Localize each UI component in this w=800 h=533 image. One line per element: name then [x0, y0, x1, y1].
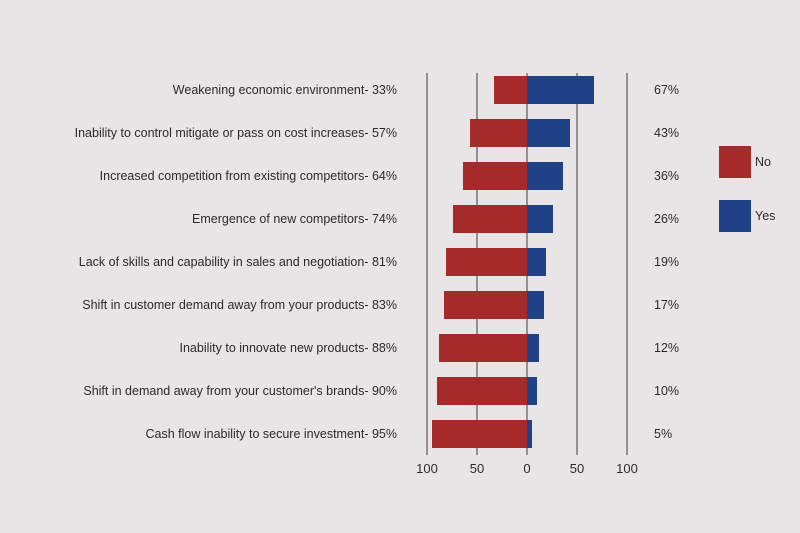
bars — [432, 76, 594, 448]
x-tick-label-3: 50 — [570, 461, 584, 476]
bar-no-2 — [463, 162, 527, 190]
bar-no-0 — [494, 76, 527, 104]
yes-value-labels: 67% 43% 36% 26% 19% 17% 12% 10% 5% — [654, 83, 679, 441]
bar-yes-7 — [527, 377, 537, 405]
yes-value-label-2: 36% — [654, 169, 679, 183]
legend-swatch-no — [719, 146, 751, 178]
category-label-3: Emergence of new competitors- 74% — [192, 212, 397, 226]
yes-value-label-5: 17% — [654, 298, 679, 312]
bar-yes-3 — [527, 205, 553, 233]
bar-yes-4 — [527, 248, 546, 276]
bar-yes-2 — [527, 162, 563, 190]
yes-value-label-0: 67% — [654, 83, 679, 97]
bar-no-4 — [446, 248, 527, 276]
category-label-4: Lack of skills and capability in sales a… — [79, 255, 397, 269]
yes-value-label-8: 5% — [654, 427, 672, 441]
category-label-7: Shift in demand away from your customer'… — [83, 384, 397, 398]
category-label-8: Cash flow inability to secure investment… — [145, 427, 397, 441]
bar-yes-8 — [527, 420, 532, 448]
yes-value-label-3: 26% — [654, 212, 679, 226]
yes-value-label-1: 43% — [654, 126, 679, 140]
legend-swatch-yes — [719, 200, 751, 232]
bar-yes-1 — [527, 119, 570, 147]
x-tick-label-0: 100 — [416, 461, 438, 476]
legend-label-no: No — [755, 155, 771, 169]
x-tick-label-2: 0 — [523, 461, 530, 476]
category-label-6: Inability to innovate new products- 88% — [180, 341, 398, 355]
x-axis-ticks: 100 50 0 50 100 — [416, 461, 638, 476]
bar-yes-0 — [527, 76, 594, 104]
category-labels: Weakening economic environment- 33% Inabi… — [75, 83, 397, 441]
category-label-0: Weakening economic environment- 33% — [173, 83, 397, 97]
bar-no-7 — [437, 377, 527, 405]
category-label-1: Inability to control mitigate or pass on… — [75, 126, 397, 140]
bar-no-6 — [439, 334, 527, 362]
bar-no-8 — [432, 420, 527, 448]
bar-yes-5 — [527, 291, 544, 319]
yes-value-label-4: 19% — [654, 255, 679, 269]
legend-label-yes: Yes — [755, 209, 775, 223]
yes-value-label-7: 10% — [654, 384, 679, 398]
x-tick-label-4: 100 — [616, 461, 638, 476]
bar-no-3 — [453, 205, 527, 233]
legend: No Yes — [719, 146, 775, 232]
bar-no-5 — [444, 291, 527, 319]
bar-no-1 — [470, 119, 527, 147]
yes-value-label-6: 12% — [654, 341, 679, 355]
category-label-5: Shift in customer demand away from your … — [82, 298, 397, 312]
bar-yes-6 — [527, 334, 539, 362]
x-tick-label-1: 50 — [470, 461, 484, 476]
category-label-2: Increased competition from existing comp… — [100, 169, 397, 183]
